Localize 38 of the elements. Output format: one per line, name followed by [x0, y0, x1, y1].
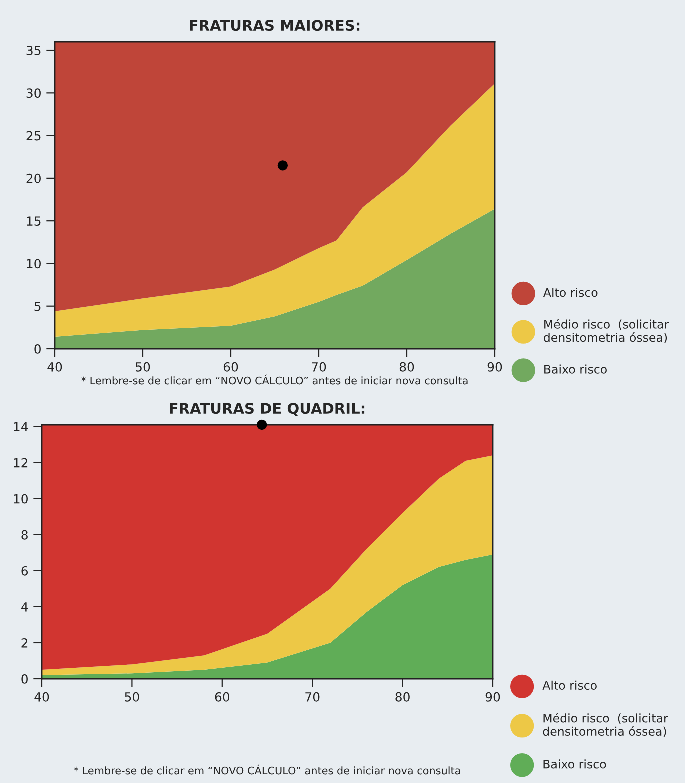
x-tick-label: 40 [34, 692, 50, 702]
y-tick-label: 4 [21, 602, 28, 612]
legend-label: Baixo risco [544, 760, 606, 769]
y-tick-label: 30 [26, 88, 41, 98]
y-tick-label: 12 [14, 458, 28, 468]
text: * Lembre-se de clicar em “NOVO CÁLCULO” antes de iniciar nova consulta [82, 374, 468, 385]
legend-label: Alto risco [543, 288, 598, 298]
x-tick-label: 80 [400, 362, 414, 372]
x-tick-label: 60 [215, 692, 230, 702]
x-tick-label: 50 [125, 692, 140, 702]
chart-title: FRATURAS MAIORES: [190, 20, 360, 32]
x-tick-label: 90 [486, 692, 500, 702]
y-tick-label: 15 [27, 216, 41, 226]
chart-title: FRATURAS DE QUADRIL: [170, 403, 365, 416]
y-tick-label: 10 [27, 259, 41, 269]
text: * Lembre-se de clicar em “NOVO CÁLCULO” antes de iniciar nova consulta [74, 764, 460, 775]
y-tick-label: 35 [26, 46, 41, 56]
legend-label: Alto risco [542, 680, 597, 690]
legend-label: Médio risco (solicitar densitometria óssea) [543, 713, 668, 738]
x-tick-label: 50 [136, 362, 150, 372]
x-tick-label: 90 [488, 362, 502, 372]
y-tick-label: 10 [14, 494, 28, 504]
x-tick-label: 60 [224, 362, 238, 372]
y-tick-label: 6 [22, 566, 28, 576]
y-tick-label: 0 [22, 674, 28, 684]
y-tick-label: 25 [26, 131, 41, 141]
y-tick-label: 20 [26, 174, 41, 184]
legend-label: Baixo risco [544, 364, 607, 374]
y-tick-label: 5 [34, 302, 41, 312]
y-tick-label: 14 [14, 422, 28, 432]
y-tick-label: 0 [34, 344, 41, 354]
x-tick-label: 40 [48, 362, 62, 372]
y-tick-label: 2 [22, 638, 28, 648]
x-tick-label: 70 [306, 692, 320, 702]
y-tick-label: 8 [22, 530, 28, 540]
x-tick-label: 80 [396, 692, 410, 702]
legend-label: Médio risco (solicitar densitometria óssea) [544, 319, 670, 344]
x-tick-label: 70 [312, 362, 326, 372]
